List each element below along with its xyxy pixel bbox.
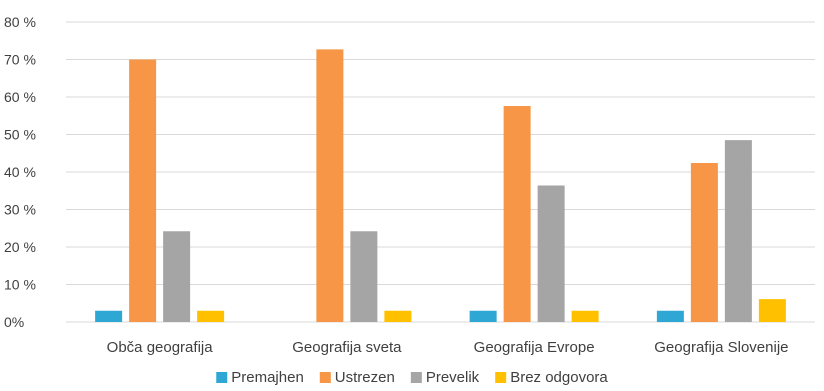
y-axis-ticks: 0% 10 % 20 % 30 % 40 % 50 % 60 % 70 % 80 %	[4, 14, 36, 330]
legend-label: Ustrezen	[335, 369, 395, 386]
bar-prevelik	[350, 231, 378, 322]
y-tick-label: 60 %	[4, 89, 36, 105]
bar-ustrezen	[503, 106, 531, 322]
legend-swatch	[319, 372, 331, 383]
y-tick-label: 10 %	[4, 277, 36, 293]
bar-prevelik	[163, 231, 191, 322]
y-tick-label: 50 %	[4, 127, 36, 143]
bar-premajhen	[95, 310, 123, 322]
y-tick-label: 0%	[4, 314, 24, 330]
x-axis-categories: Obča geografija Geografija sveta Geografij…	[107, 339, 789, 356]
bar-brez-odgovora	[384, 310, 412, 322]
bar-premajhen	[469, 310, 497, 322]
x-category-label: Geografija sveta	[292, 339, 402, 356]
legend: Premajhen Ustrezen Prevelik Brez odgovora	[216, 369, 608, 386]
bar-premajhen	[656, 310, 684, 322]
x-category-label: Geografija Evrope	[474, 339, 595, 356]
x-category-label: Obča geografija	[107, 339, 214, 356]
bar-brez-odgovora	[571, 310, 599, 322]
legend-label: Prevelik	[426, 369, 480, 386]
bars	[95, 49, 786, 322]
legend-label: Premajhen	[231, 369, 304, 386]
legend-swatch	[495, 372, 507, 383]
bar-brez-odgovora	[758, 299, 786, 322]
x-category-label: Geografija Slovenije	[654, 339, 788, 356]
legend-swatch	[216, 372, 228, 383]
bar-prevelik	[724, 140, 752, 322]
y-tick-label: 30 %	[4, 202, 36, 218]
bar-ustrezen	[316, 49, 344, 322]
legend-label: Brez odgovora	[510, 369, 608, 386]
y-tick-label: 70 %	[4, 52, 36, 68]
y-tick-label: 20 %	[4, 239, 36, 255]
bar-brez-odgovora	[197, 310, 225, 322]
y-tick-label: 80 %	[4, 14, 36, 30]
bar-ustrezen	[690, 163, 718, 322]
bar-prevelik	[537, 185, 565, 322]
y-tick-label: 40 %	[4, 164, 36, 180]
bar-ustrezen	[129, 59, 157, 322]
gridlines	[66, 21, 815, 323]
legend-swatch	[410, 372, 422, 383]
